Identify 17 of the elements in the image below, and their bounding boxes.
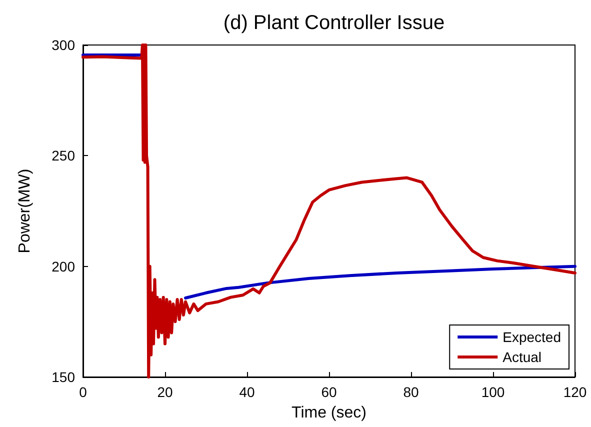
x-axis-title: Time (sec) bbox=[292, 404, 366, 422]
y-axis-title: Power(MW) bbox=[16, 168, 34, 254]
y-tick-label: 150 bbox=[52, 369, 76, 385]
x-tick-label: 40 bbox=[239, 384, 255, 400]
y-tick-label: 250 bbox=[52, 148, 76, 164]
legend-label: Actual bbox=[502, 349, 542, 365]
y-tick-label: 300 bbox=[52, 37, 76, 53]
line-series bbox=[82, 44, 576, 378]
x-tick-label: 100 bbox=[481, 384, 505, 400]
x-tick-label: 60 bbox=[321, 384, 337, 400]
x-tick-label: 120 bbox=[563, 384, 587, 400]
x-tick-label: 0 bbox=[79, 384, 88, 400]
x-tick-label: 20 bbox=[157, 384, 173, 400]
x-tick-label: 80 bbox=[403, 384, 419, 400]
y-tick-label: 200 bbox=[52, 258, 76, 274]
legend-label: Expected bbox=[502, 329, 562, 345]
chart-title: (d) Plant Controller Issue bbox=[223, 12, 445, 34]
